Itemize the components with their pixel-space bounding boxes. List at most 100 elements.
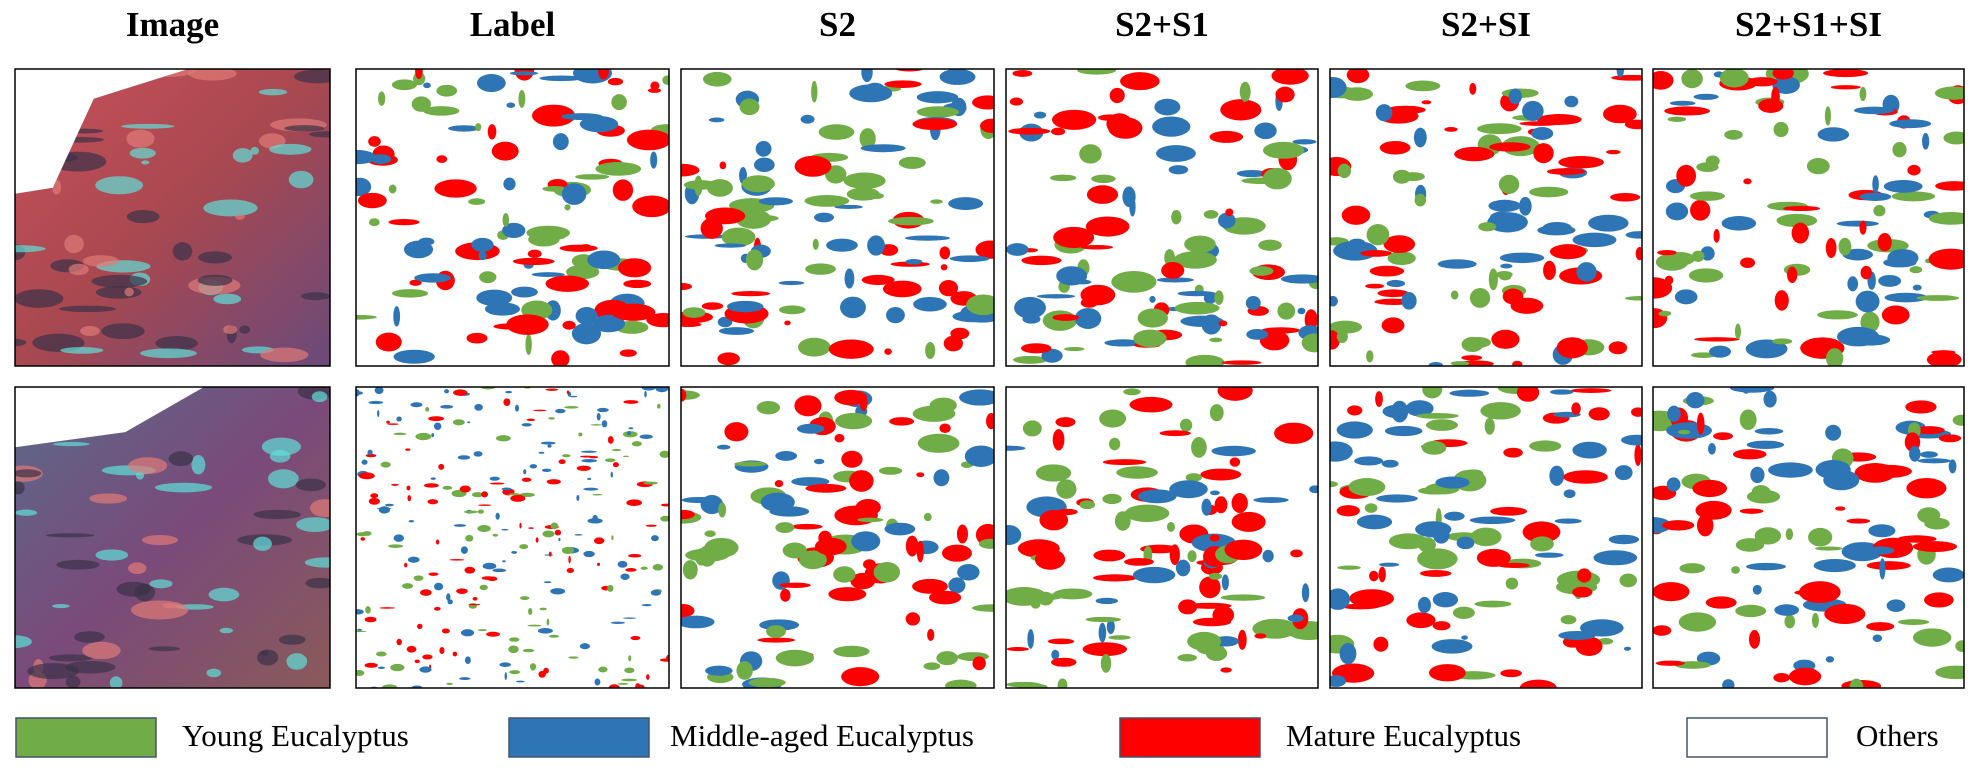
class-patch	[1164, 249, 1176, 267]
class-patch	[1745, 339, 1788, 359]
class-patch	[1884, 292, 1928, 303]
class-patch	[541, 468, 552, 473]
class-patch	[860, 144, 906, 153]
class-patch	[365, 453, 377, 458]
image-texture	[154, 482, 213, 493]
class-patch	[1330, 320, 1362, 334]
class-patch	[388, 219, 420, 226]
class-patch	[477, 509, 484, 514]
image-texture	[91, 274, 148, 288]
class-patch	[1287, 614, 1304, 623]
class-patch	[704, 207, 746, 225]
class-patch	[1519, 196, 1532, 216]
class-patch	[474, 403, 483, 411]
class-patch	[748, 677, 786, 688]
class-patch	[367, 449, 373, 456]
class-patch	[622, 617, 637, 619]
class-patch	[404, 562, 408, 568]
class-patch	[884, 80, 922, 88]
class-patch	[1531, 127, 1554, 140]
map-content	[15, 69, 330, 366]
class-patch	[1364, 503, 1378, 513]
class-patch	[460, 546, 468, 554]
image-texture	[305, 577, 330, 589]
class-patch	[546, 479, 561, 485]
image-texture	[188, 69, 237, 81]
class-patch	[388, 544, 403, 548]
class-patch	[938, 279, 959, 297]
image-texture	[48, 654, 93, 662]
class-patch	[587, 250, 621, 270]
class-patch	[939, 246, 951, 260]
class-patch	[1114, 511, 1131, 531]
image-texture	[284, 125, 325, 132]
class-patch	[1847, 276, 1859, 292]
class-patch	[1522, 100, 1544, 121]
class-patch	[936, 651, 959, 666]
class-patch	[617, 560, 628, 568]
class-patch	[1879, 558, 1886, 580]
class-patch	[1077, 69, 1117, 75]
class-patch	[1027, 629, 1035, 649]
class-patch	[1051, 657, 1077, 667]
map-content	[681, 387, 994, 688]
class-patch	[1872, 175, 1879, 193]
class-patch	[510, 494, 526, 502]
class-patch	[552, 133, 569, 151]
class-patch	[424, 483, 439, 488]
class-patch	[1689, 191, 1726, 201]
class-patch	[1080, 284, 1116, 306]
class-patch	[1052, 109, 1097, 130]
image-texture	[295, 478, 326, 492]
class-patch	[428, 416, 445, 422]
class-patch	[506, 314, 549, 335]
class-patch	[1713, 229, 1720, 243]
class-patch	[1564, 95, 1579, 108]
class-patch	[1746, 440, 1785, 449]
class-patch	[1132, 566, 1176, 584]
class-patch	[978, 538, 994, 549]
class-patch	[598, 69, 609, 80]
class-patch	[626, 499, 642, 507]
class-patch	[568, 656, 579, 659]
class-patch	[1177, 654, 1198, 662]
class-patch	[1740, 257, 1756, 269]
class-patch	[1719, 69, 1749, 88]
class-patch	[1873, 205, 1886, 217]
class-patch	[538, 670, 546, 678]
class-patch	[1091, 174, 1116, 184]
class-patch	[1469, 82, 1477, 95]
image-texture	[129, 147, 156, 159]
class-patch	[540, 441, 556, 445]
class-patch	[374, 387, 384, 395]
class-patch	[423, 82, 431, 89]
class-patch	[1825, 237, 1837, 258]
class-patch	[368, 497, 380, 505]
class-patch	[1330, 441, 1353, 462]
class-patch	[867, 235, 885, 256]
image-texture	[223, 325, 237, 335]
class-patch	[1662, 520, 1695, 531]
class-patch	[811, 80, 818, 103]
class-patch	[626, 431, 631, 436]
class-patch	[1378, 562, 1400, 567]
class-patch	[1658, 310, 1672, 317]
class-patch	[1387, 251, 1416, 266]
class-patch	[1503, 447, 1523, 458]
class-patch	[714, 243, 746, 248]
class-patch	[1625, 231, 1642, 239]
class-patch	[818, 124, 855, 140]
class-patch	[542, 530, 555, 538]
class-patch	[1739, 409, 1757, 431]
panel-border	[680, 68, 995, 367]
class-patch	[873, 561, 901, 583]
class-patch	[509, 637, 520, 642]
class-patch	[1249, 266, 1274, 276]
class-patch	[1041, 348, 1063, 363]
map-panel	[680, 68, 995, 367]
class-patch	[1109, 87, 1125, 104]
class-patch	[1776, 213, 1818, 228]
class-patch	[1375, 391, 1383, 407]
class-patch	[434, 179, 477, 198]
class-patch	[1417, 596, 1432, 614]
